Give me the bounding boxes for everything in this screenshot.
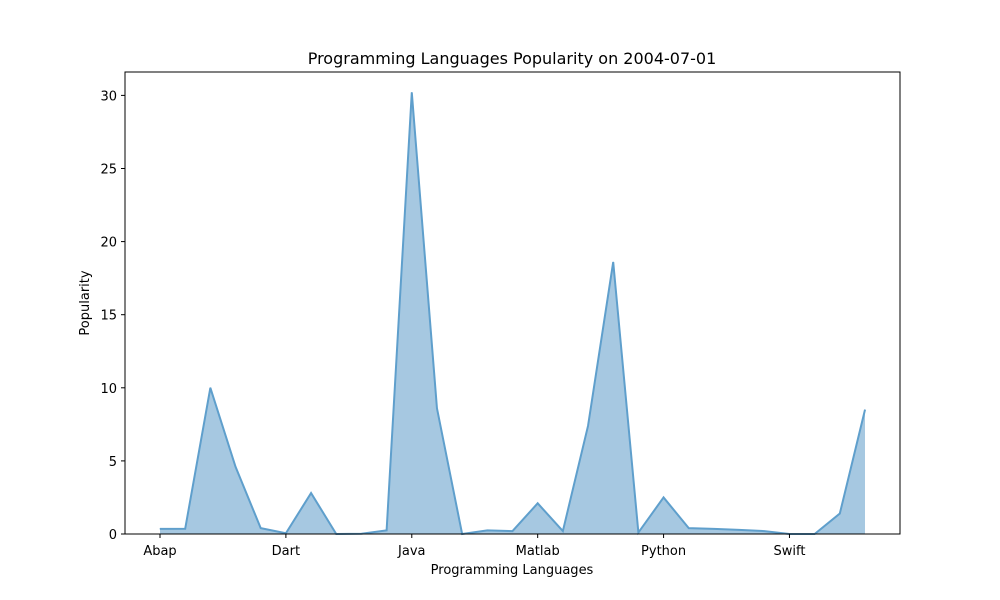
- data-point: [486, 529, 488, 531]
- y-tick-label: 25: [100, 162, 117, 177]
- x-axis: Abap Dart Java Matlab Python Swift: [143, 534, 805, 559]
- data-point: [386, 529, 388, 531]
- x-tick-label: Python: [641, 544, 686, 559]
- data-point: [159, 528, 161, 530]
- data-point: [260, 527, 262, 529]
- data-point: [184, 528, 186, 530]
- chart-title: Programming Languages Popularity on 2004…: [308, 49, 717, 68]
- x-axis-label: Programming Languages: [431, 563, 594, 578]
- data-point: [209, 387, 211, 389]
- data-point: [562, 530, 564, 532]
- data-point: [663, 496, 665, 498]
- plot-frame: [124, 71, 901, 535]
- data-point: [537, 502, 539, 504]
- y-tick-label: 15: [100, 309, 117, 324]
- data-point: [235, 466, 237, 468]
- y-axis-label: Popularity: [78, 270, 93, 335]
- area-fill: [160, 92, 865, 534]
- data-point: [688, 527, 690, 529]
- data-point: [839, 513, 841, 515]
- data-point: [436, 407, 438, 409]
- x-tick-label: Java: [397, 544, 425, 559]
- data-point: [310, 492, 312, 494]
- y-tick-label: 10: [100, 382, 117, 397]
- data-point: [612, 261, 614, 263]
- x-tick-label: Swift: [773, 544, 805, 559]
- y-tick-label: 5: [109, 455, 117, 470]
- data-point: [713, 528, 715, 530]
- y-axis: 0 5 10 15 20 25 30: [100, 89, 125, 543]
- series-line: [159, 92, 866, 536]
- data-point: [637, 532, 639, 534]
- x-tick-label: Abap: [143, 544, 176, 559]
- y-tick-label: 30: [100, 89, 117, 104]
- plot-area: [159, 91, 866, 536]
- y-tick-label: 20: [100, 236, 117, 251]
- data-point: [763, 530, 765, 532]
- data-point: [587, 425, 589, 427]
- x-tick-label: Matlab: [516, 544, 560, 559]
- data-point: [864, 409, 866, 411]
- data-point: [512, 530, 513, 532]
- data-point: [411, 91, 413, 93]
- data-point: [738, 529, 740, 531]
- y-tick-label: 0: [109, 528, 117, 543]
- x-tick-label: Dart: [272, 544, 300, 559]
